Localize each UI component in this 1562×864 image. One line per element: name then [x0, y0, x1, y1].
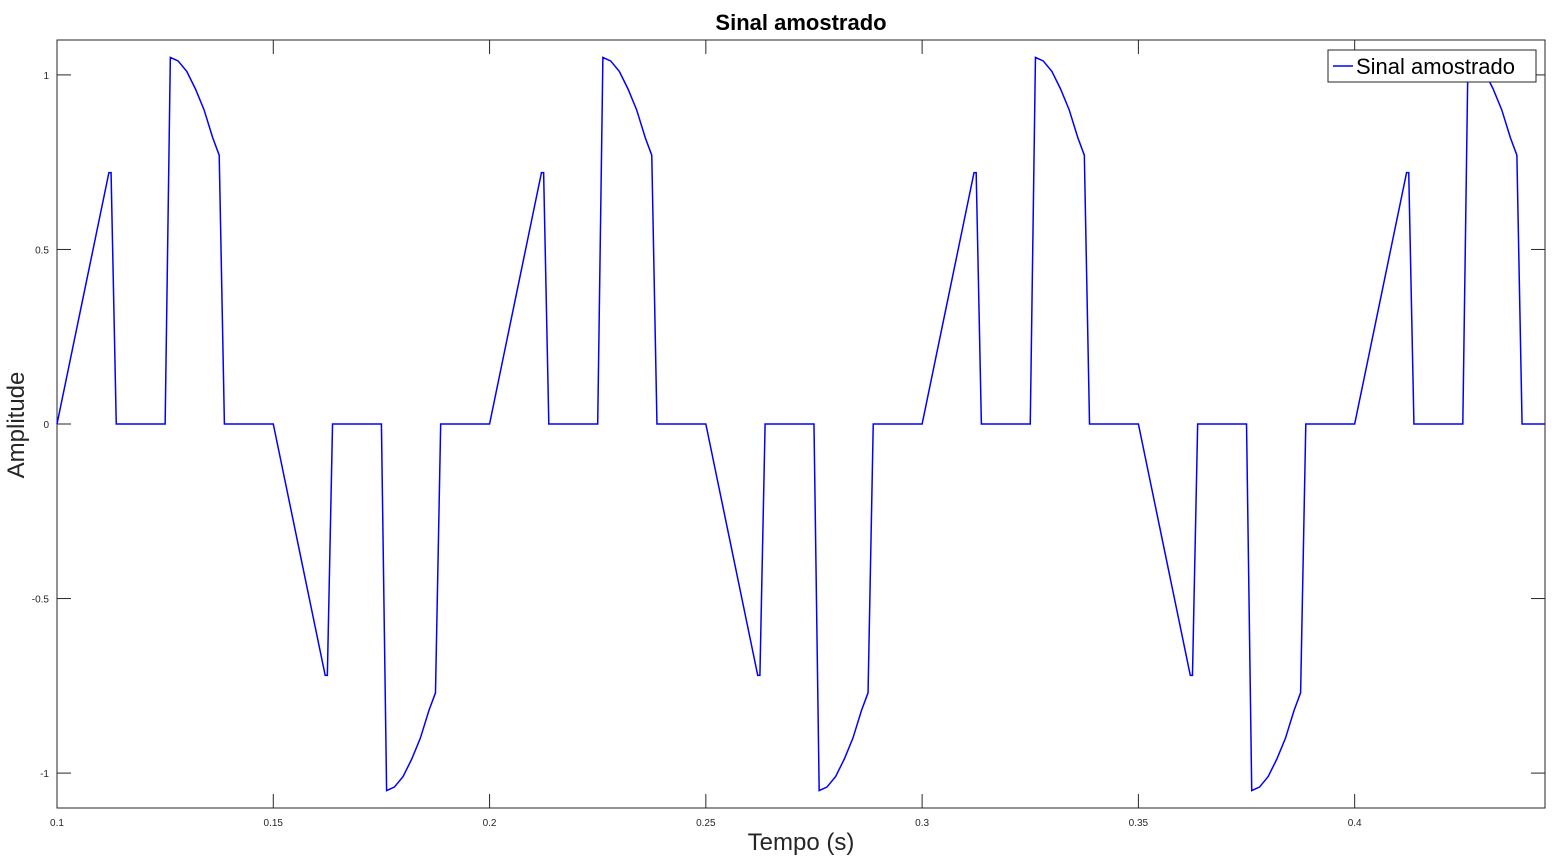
- legend-entry-label: Sinal amostrado: [1356, 54, 1515, 79]
- y-tick-label: 1: [43, 71, 49, 82]
- y-tick-label: -1: [40, 769, 49, 780]
- y-tick-label: -0.5: [32, 595, 50, 606]
- x-tick-label: 0.25: [696, 818, 716, 829]
- x-tick-label: 0.15: [264, 818, 284, 829]
- x-tick-label: 0.2: [483, 818, 497, 829]
- x-tick-label: 0.1: [50, 818, 64, 829]
- x-tick-label: 0.35: [1129, 818, 1149, 829]
- chart-title: Sinal amostrado: [715, 10, 886, 35]
- y-axis-label: Amplitude: [3, 372, 30, 479]
- series-line-sinal-amostrado: [56, 56, 1545, 792]
- x-axis-label: Tempo (s): [748, 829, 855, 856]
- y-tick-label: 0.5: [35, 245, 49, 256]
- plot-area: 0.1 0.15 0.2 0.25 0.3 0.35 0.4 -1 -0.5 0 0.5 1: [32, 39, 1546, 829]
- legend[interactable]: Sinal amostrado: [1327, 49, 1537, 83]
- x-tick-label: 0.3: [915, 818, 929, 829]
- legend-box: [1327, 49, 1537, 83]
- x-tick-label: 0.4: [1348, 818, 1362, 829]
- y-tick-label: 0: [43, 420, 49, 431]
